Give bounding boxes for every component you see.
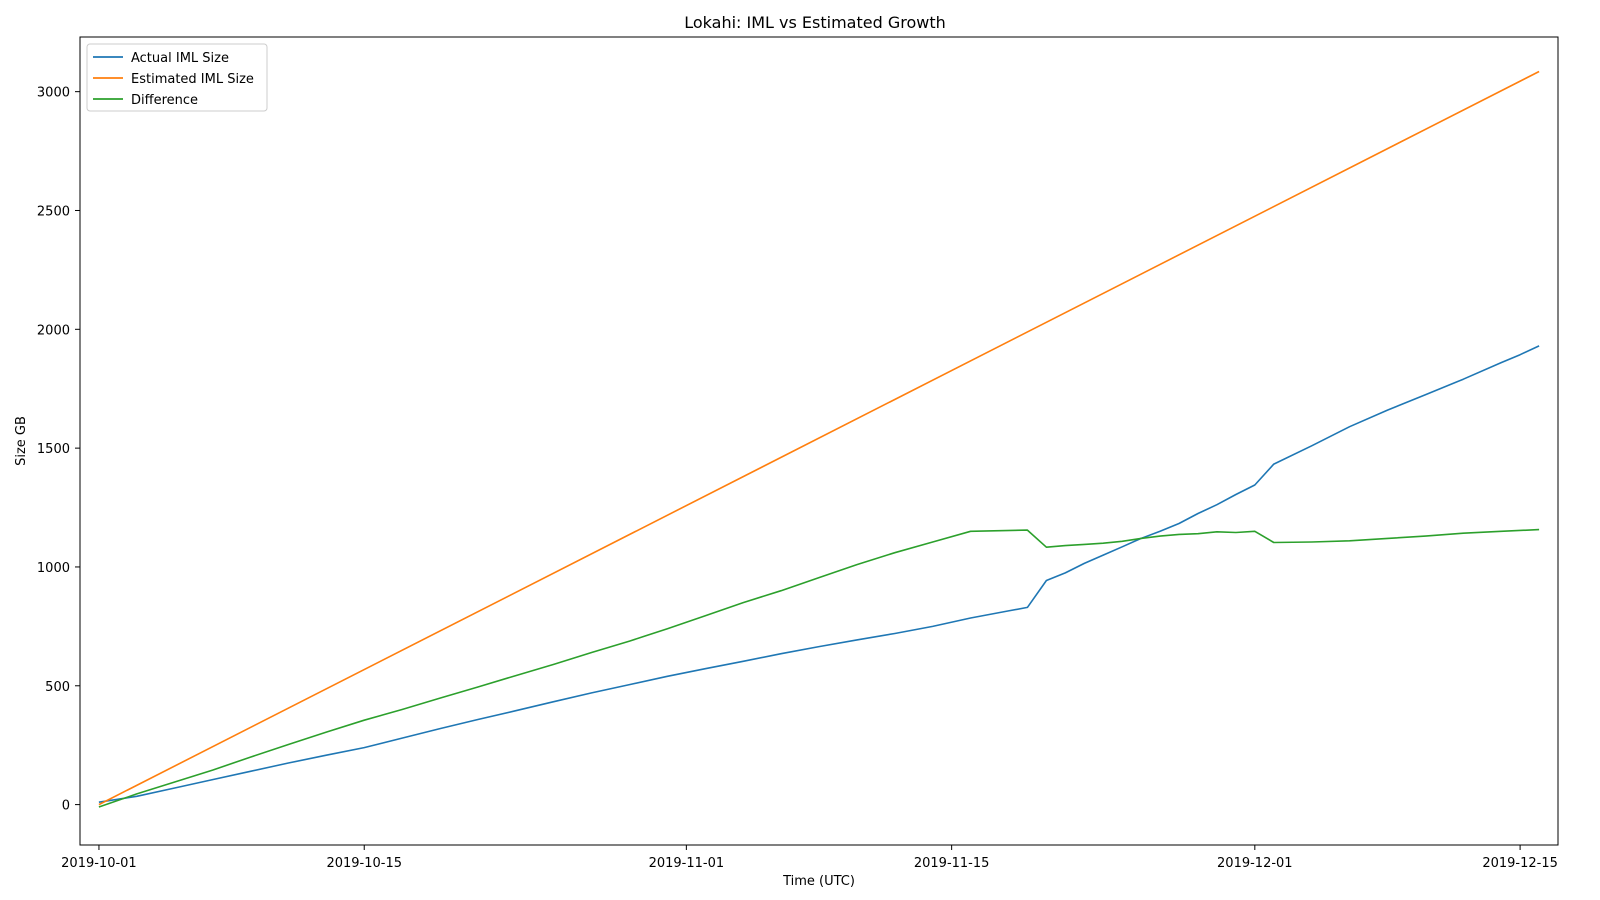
series-line-0 <box>98 345 1540 803</box>
legend: Actual IML Size Estimated IML Size Differe… <box>86 43 268 112</box>
x-tick-label: 2019-12-01 <box>1217 856 1293 871</box>
series-line-1 <box>98 70 1540 806</box>
x-tick-label: 2019-11-15 <box>914 856 990 871</box>
x-tick-label: 2019-12-15 <box>1482 856 1558 871</box>
y-axis: 0 500 1000 1500 2000 2500 3000 <box>37 86 80 814</box>
x-tick-label: 2019-10-15 <box>326 856 402 871</box>
chart-title: Lokahi: IML vs Estimated Growth <box>684 13 946 32</box>
y-tick-label: 3000 <box>37 86 70 101</box>
legend-box <box>86 43 268 112</box>
x-axis: 2019-10-01 2019-10-15 2019-11-01 2019-11-15… <box>61 845 1558 871</box>
legend-label: Estimated IML Size <box>131 72 254 87</box>
plot-frame <box>79 36 1559 846</box>
y-tick-label: 2000 <box>37 323 70 338</box>
y-tick-label: 0 <box>62 799 70 814</box>
plot-lines <box>98 70 1540 808</box>
y-tick-label: 1000 <box>37 561 70 576</box>
legend-label: Actual IML Size <box>131 51 229 66</box>
y-axis-title: Size GB <box>14 416 29 466</box>
series-line-2 <box>98 528 1540 808</box>
x-tick-label: 2019-10-01 <box>61 856 137 871</box>
y-tick-label: 1500 <box>37 442 70 457</box>
x-axis-title: Time (UTC) <box>782 874 855 889</box>
y-tick-label: 500 <box>45 680 70 695</box>
legend-label: Difference <box>131 93 198 108</box>
x-tick-label: 2019-11-01 <box>649 856 725 871</box>
y-tick-label: 2500 <box>37 204 70 219</box>
